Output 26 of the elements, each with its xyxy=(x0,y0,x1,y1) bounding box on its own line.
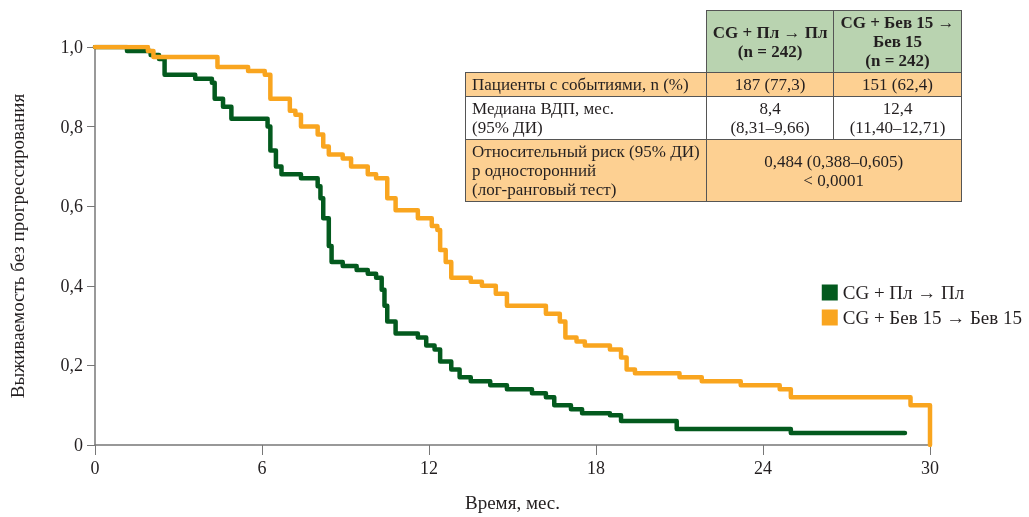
x-tick-label: 12 xyxy=(420,458,438,478)
x-axis-title: Время, мес. xyxy=(465,492,560,513)
y-tick-label: 0,8 xyxy=(60,116,83,137)
annotation: Медиана ВДП, мес. (95% ДИ) xyxy=(465,96,707,140)
x-tick-label: 24 xyxy=(754,458,772,478)
legend-label: CG + Бев 15 → Бев 15 xyxy=(842,307,1023,328)
annotation: Пациенты с событиями, n (%) xyxy=(465,72,707,97)
x-tick-label: 30 xyxy=(921,458,939,478)
annotation: 187 (77,3) xyxy=(706,72,834,97)
annotation: CG + Бев 15 → Бев 15 (n = 242) xyxy=(833,10,962,73)
x-tick-label: 6 xyxy=(257,458,267,478)
y-tick-label: 0,6 xyxy=(60,196,83,217)
annotation: CG + Пл → Пл (n = 242) xyxy=(706,10,834,73)
x-tick-label: 18 xyxy=(587,458,605,478)
annotation: Относительный риск (95% ДИ) p односторонний (лог-ранговый тест) xyxy=(465,139,707,202)
x-tick-label: 0 xyxy=(90,458,100,478)
legend-label: CG + Пл → Пл xyxy=(842,282,965,303)
y-axis-title: Выживаемость без прогрессирования xyxy=(7,93,28,399)
annotation: 151 (62,4) xyxy=(833,72,962,97)
y-tick-label: 0 xyxy=(74,435,83,455)
annotation: 0,484 (0,388–0,605) < 0,0001 xyxy=(706,139,962,202)
y-tick-label: 0,4 xyxy=(60,275,83,296)
y-tick-label: 1,0 xyxy=(60,37,83,57)
annotation: 12,4 (11,40–12,71) xyxy=(833,96,962,140)
annotation: 8,4 (8,31–9,66) xyxy=(706,96,834,140)
y-tick-label: 0,2 xyxy=(60,355,83,376)
